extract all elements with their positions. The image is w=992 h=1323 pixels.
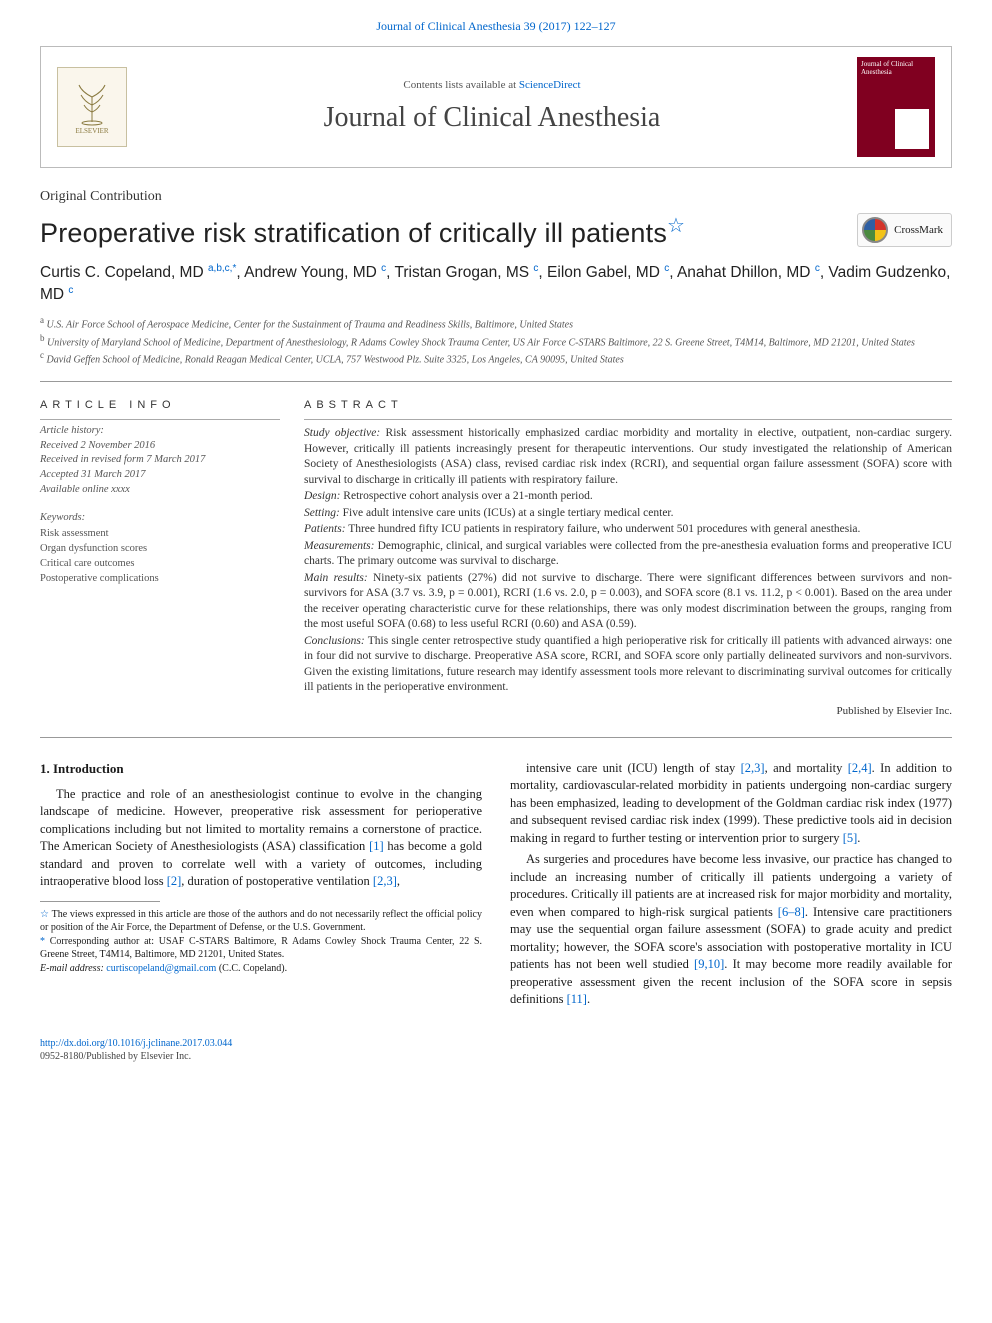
abstract-segment: Patients: Three hundred fifty ICU patien… bbox=[304, 522, 952, 538]
doi-link[interactable]: http://dx.doi.org/10.1016/j.jclinane.201… bbox=[40, 1038, 232, 1049]
abstract-segment: Study objective: Risk assessment histori… bbox=[304, 426, 952, 488]
contents-text: Contents lists available at bbox=[403, 79, 518, 91]
history-line: Received in revised form 7 March 2017 bbox=[40, 453, 280, 468]
keywords-list: Risk assessmentOrgan dysfunction scoresC… bbox=[40, 526, 280, 587]
author-list: Curtis C. Copeland, MD a,b,c,*, Andrew Y… bbox=[0, 252, 992, 310]
email-footnote: E-mail address: curtiscopeland@gmail.com… bbox=[40, 962, 482, 976]
abstract-segment: Design: Retrospective cohort analysis ov… bbox=[304, 489, 952, 505]
section-heading: 1. Introduction bbox=[40, 760, 482, 778]
publisher-line: Published by Elsevier Inc. bbox=[304, 704, 952, 719]
article-info-head: article info bbox=[40, 398, 280, 413]
divider bbox=[40, 381, 952, 382]
corr-asterisk-icon: * bbox=[40, 936, 45, 947]
affiliation-line: a U.S. Air Force School of Aerospace Med… bbox=[40, 314, 952, 332]
email-link[interactable]: curtiscopeland@gmail.com bbox=[106, 963, 216, 974]
crossmark-badge[interactable]: CrossMark bbox=[857, 213, 952, 247]
footnotes: ☆ The views expressed in this article ar… bbox=[40, 908, 482, 976]
history-line: Available online xxxx bbox=[40, 483, 280, 498]
crossmark-icon bbox=[862, 217, 888, 243]
abstract-segment: Measurements: Demographic, clinical, and… bbox=[304, 539, 952, 570]
title-text: Preoperative risk stratification of crit… bbox=[40, 218, 667, 248]
keyword: Risk assessment bbox=[40, 526, 280, 541]
body-paragraph: The practice and role of an anesthesiolo… bbox=[40, 786, 482, 891]
keywords-label: Keywords: bbox=[40, 511, 280, 525]
affiliation-line: c David Geffen School of Medicine, Ronal… bbox=[40, 349, 952, 367]
affiliations: a U.S. Air Force School of Aerospace Med… bbox=[0, 310, 992, 375]
cover-title: Journal of Clinical Anesthesia bbox=[861, 61, 931, 76]
abstract-segment: Setting: Five adult intensive care units… bbox=[304, 506, 952, 522]
history-line: Accepted 31 March 2017 bbox=[40, 468, 280, 483]
journal-name: Journal of Clinical Anesthesia bbox=[127, 99, 857, 137]
email-label: E-mail address: bbox=[40, 963, 104, 974]
title-footnote-star: ☆ bbox=[667, 215, 685, 237]
body-paragraph: As surgeries and procedures have become … bbox=[510, 851, 952, 1009]
crossmark-label: CrossMark bbox=[894, 223, 943, 238]
abstract-body: Study objective: Risk assessment histori… bbox=[304, 419, 952, 719]
body-paragraph: intensive care unit (ICU) length of stay… bbox=[510, 760, 952, 848]
elsevier-label: ELSEVIER bbox=[75, 127, 108, 136]
journal-cover-thumb: Journal of Clinical Anesthesia bbox=[857, 57, 935, 157]
masthead: ELSEVIER Contents lists available at Sci… bbox=[40, 46, 952, 168]
corr-text: Corresponding author at: USAF C-STARS Ba… bbox=[40, 936, 482, 961]
abstract-head: abstract bbox=[304, 398, 952, 413]
article-type: Original Contribution bbox=[40, 188, 162, 207]
disclaimer-text: The views expressed in this article are … bbox=[40, 909, 482, 934]
running-head: Journal of Clinical Anesthesia 39 (2017)… bbox=[0, 0, 992, 42]
email-suffix: (C.C. Copeland). bbox=[219, 963, 287, 974]
body-columns: 1. Introduction The practice and role of… bbox=[0, 744, 992, 1023]
keyword: Organ dysfunction scores bbox=[40, 541, 280, 556]
article-history: Article history: Received 2 November 201… bbox=[40, 419, 280, 497]
article-title: Preoperative risk stratification of crit… bbox=[40, 213, 845, 251]
footnote-rule bbox=[40, 901, 160, 902]
abstract-segment: Conclusions: This single center retrospe… bbox=[304, 634, 952, 696]
keyword: Postoperative complications bbox=[40, 571, 280, 586]
affiliation-line: b University of Maryland School of Medic… bbox=[40, 332, 952, 350]
sciencedirect-link[interactable]: ScienceDirect bbox=[519, 79, 581, 91]
corresponding-author-footnote: * Corresponding author at: USAF C-STARS … bbox=[40, 935, 482, 962]
history-label: Article history: bbox=[40, 424, 280, 439]
contents-line: Contents lists available at ScienceDirec… bbox=[127, 78, 857, 93]
disclaimer-footnote: ☆ The views expressed in this article ar… bbox=[40, 908, 482, 935]
body-left-column: 1. Introduction The practice and role of… bbox=[40, 760, 482, 1013]
history-line: Received 2 November 2016 bbox=[40, 439, 280, 454]
divider bbox=[40, 737, 952, 738]
elsevier-tree-logo: ELSEVIER bbox=[57, 67, 127, 147]
abstract-segment: Main results: Ninety-six patients (27%) … bbox=[304, 571, 952, 633]
footer: http://dx.doi.org/10.1016/j.jclinane.201… bbox=[0, 1023, 992, 1084]
keyword: Critical care outcomes bbox=[40, 556, 280, 571]
footnote-star-icon: ☆ bbox=[40, 909, 49, 920]
body-right-column: intensive care unit (ICU) length of stay… bbox=[510, 760, 952, 1013]
issn-line: 0952-8180/Published by Elsevier Inc. bbox=[40, 1051, 191, 1062]
